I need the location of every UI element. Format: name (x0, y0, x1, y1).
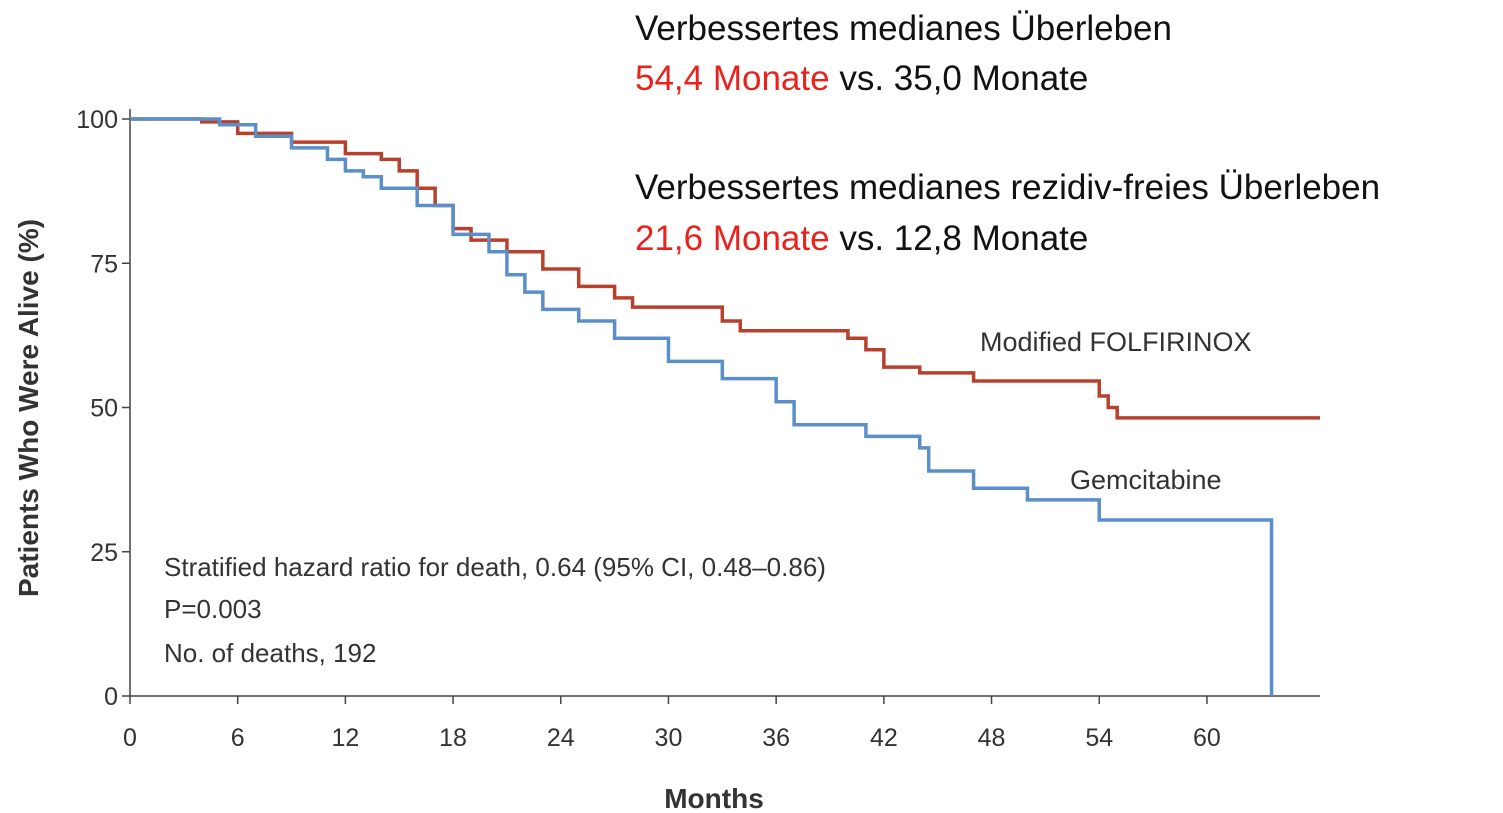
x-tick-label: 6 (231, 724, 245, 752)
x-tick-label: 12 (331, 724, 359, 752)
headline-title: Verbessertes medianes rezidiv-freies Übe… (635, 168, 1380, 207)
headline-rest: vs. 35,0 Monate (839, 59, 1088, 98)
headline-rest: vs. 12,8 Monate (839, 219, 1088, 258)
annotation: P=0.003 (164, 594, 262, 624)
y-tick-label: 25 (90, 539, 118, 567)
y-axis-label: Patients Who Were Alive (%) (13, 219, 44, 597)
series-label: Modified FOLFIRINOX (980, 327, 1252, 357)
annotation: No. of deaths, 192 (164, 638, 376, 668)
x-tick-label: 18 (439, 724, 467, 752)
survival-curve (130, 117, 1320, 420)
headline-values: 21,6 Monate vs. 12,8 Monate (635, 219, 1088, 258)
y-tick-label: 100 (76, 106, 118, 134)
survival-curve (130, 117, 1274, 696)
y-tick-label: 50 (90, 395, 118, 423)
x-tick-label: 30 (655, 724, 683, 752)
y-tick-label: 75 (90, 250, 118, 278)
annotation: Stratified hazard ratio for death, 0.64 … (164, 552, 826, 582)
x-tick-label: 36 (762, 724, 790, 752)
y-tick-label: 0 (104, 683, 118, 711)
headline-values: 54,4 Monate vs. 35,0 Monate (635, 59, 1088, 98)
x-tick-label: 0 (123, 724, 137, 752)
headline-highlight: 21,6 Monate (635, 219, 830, 258)
headline-highlight: 54,4 Monate (635, 59, 830, 98)
x-tick-label: 42 (870, 724, 898, 752)
x-axis-label: Months (664, 783, 764, 813)
x-tick-label: 60 (1193, 724, 1221, 752)
series-label: Gemcitabine (1070, 465, 1222, 495)
x-tick-label: 24 (547, 724, 575, 752)
x-tick-label: 48 (978, 724, 1006, 752)
headline-title: Verbessertes medianes Überleben (635, 9, 1172, 48)
x-tick-label: 54 (1085, 724, 1113, 752)
